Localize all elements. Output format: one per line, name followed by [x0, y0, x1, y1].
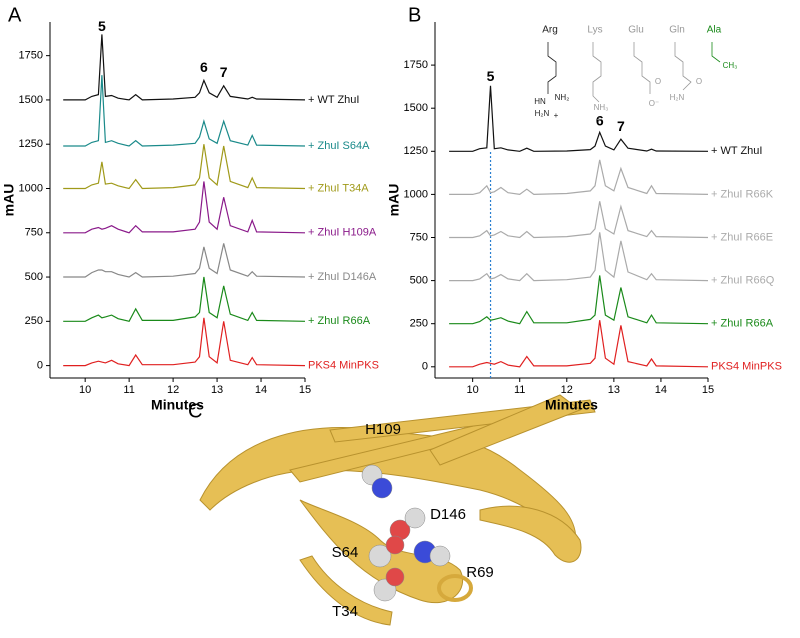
side-chain-bonds: [547, 42, 557, 94]
side-chain-bonds: [592, 42, 602, 103]
residue-label: H109: [365, 421, 401, 438]
x-axis-label: Minutes: [545, 397, 598, 413]
y-tick-label: 1500: [19, 94, 43, 106]
y-tick-label: 1000: [404, 188, 428, 200]
trace: [63, 144, 306, 190]
x-tick-label: 15: [702, 384, 714, 396]
side-chain-group: HN: [534, 97, 546, 106]
side-chain-name: Gln: [669, 25, 685, 36]
x-tick-label: 11: [123, 384, 134, 396]
series-label: + ZhuI R66A: [711, 318, 774, 330]
series-label: PKS4 MinPKS: [711, 361, 782, 373]
side-chain-name: Arg: [542, 25, 558, 36]
trace: [449, 320, 709, 368]
side-chain-name: Lys: [587, 25, 602, 36]
y-tick-label: 250: [25, 315, 43, 327]
series-label: + ZhuI R66E: [711, 231, 773, 243]
protein-cartoon: [199, 394, 596, 626]
trace: [449, 159, 709, 196]
series-label: + ZhuI D146A: [308, 271, 377, 283]
y-tick-label: 0: [37, 360, 43, 372]
panel-letter: C: [188, 400, 202, 422]
series-label: + WT ZhuI: [711, 145, 762, 157]
trace: [449, 275, 709, 325]
y-tick-label: 250: [410, 318, 428, 330]
y-tick-label: 1500: [404, 102, 428, 114]
y-tick-label: 1250: [404, 145, 428, 157]
peak-label: 5: [487, 68, 495, 84]
series-label: + WT ZhuI: [308, 94, 359, 106]
y-tick-label: 1250: [19, 138, 43, 150]
series-label: + ZhuI R66A: [308, 315, 371, 327]
x-tick-label: 13: [211, 384, 223, 396]
peak-label: 5: [98, 18, 106, 34]
trace: [63, 34, 306, 101]
residue-spheres: [361, 464, 451, 602]
trace: [449, 232, 709, 282]
x-tick-label: 14: [655, 384, 667, 396]
x-tick-label: 11: [514, 384, 525, 396]
side-chain-group: O: [655, 77, 661, 86]
y-tick-label: 750: [410, 231, 428, 243]
series-label: + ZhuI T34A: [308, 182, 369, 194]
x-tick-label: 10: [79, 384, 91, 396]
side-chain-group: NH₂: [555, 93, 570, 102]
y-tick-label: 500: [410, 275, 428, 287]
side-chain-bonds: [633, 42, 651, 94]
trace: [63, 75, 306, 147]
side-chain-name: Ala: [707, 25, 722, 36]
panel-letter: A: [8, 4, 22, 26]
series-label: + ZhuI R66Q: [711, 275, 775, 287]
side-chain-group: CH₃: [723, 61, 738, 70]
trace: [449, 85, 709, 152]
y-tick-label: 1000: [19, 182, 43, 194]
x-tick-label: 13: [608, 384, 620, 396]
series-label: + ZhuI H109A: [308, 227, 377, 239]
side-chain-group: +: [597, 115, 602, 124]
side-chain-group: +: [554, 111, 559, 120]
peak-label: 7: [220, 64, 228, 80]
side-chain-group: O: [696, 77, 702, 86]
y-tick-label: 750: [25, 227, 43, 239]
x-axis-label: Minutes: [151, 397, 204, 413]
x-tick-label: 10: [467, 384, 479, 396]
trace: [63, 317, 306, 367]
y-axis-label: mAU: [386, 184, 402, 217]
peak-label: 6: [596, 113, 604, 129]
x-tick-label: 15: [299, 384, 311, 396]
y-tick-label: 500: [25, 271, 43, 283]
residue-label: D146: [430, 506, 466, 523]
trace: [449, 201, 709, 239]
y-tick-label: 1750: [19, 50, 43, 62]
trace: [63, 181, 306, 234]
side-chain-group: O⁻: [649, 99, 659, 108]
x-tick-label: 14: [255, 384, 267, 396]
x-tick-label: 12: [561, 384, 573, 396]
side-chain-group: NH₃: [594, 103, 609, 112]
residue-label: S64: [332, 544, 359, 561]
side-chain-bonds: [674, 42, 692, 91]
side-chain-name: Glu: [628, 25, 644, 36]
panel-letter: B: [408, 4, 421, 26]
trace: [63, 276, 306, 322]
y-axis-label: mAU: [1, 184, 17, 217]
y-tick-label: 1750: [404, 59, 428, 71]
residue-label: T34: [332, 603, 358, 620]
side-chain-group: H₂N: [670, 93, 685, 102]
y-tick-label: 0: [422, 361, 428, 373]
trace: [63, 243, 306, 278]
series-label: + ZhuI S64A: [308, 140, 370, 152]
series-label: + ZhuI R66K: [711, 188, 774, 200]
x-tick-label: 12: [167, 384, 179, 396]
series-label: PKS4 MinPKS: [308, 360, 379, 372]
side-chain-group: H₂N: [535, 109, 550, 118]
side-chain-bonds: [711, 42, 721, 63]
peak-label: 7: [617, 118, 625, 134]
residue-label: R69: [466, 564, 494, 581]
peak-label: 6: [200, 59, 208, 75]
